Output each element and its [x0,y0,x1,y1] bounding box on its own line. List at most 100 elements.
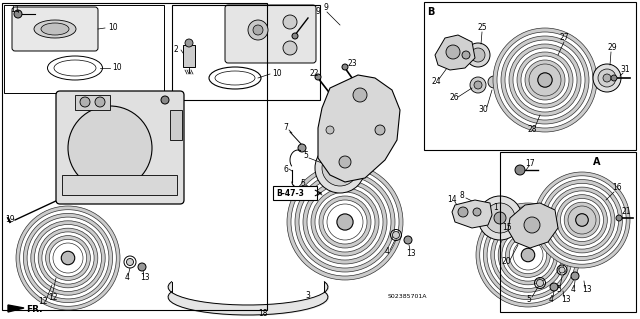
Circle shape [70,108,150,188]
Circle shape [31,221,105,295]
Polygon shape [8,305,24,312]
Circle shape [283,41,297,55]
Text: 10: 10 [272,70,282,78]
Circle shape [494,212,506,224]
Circle shape [493,28,597,132]
Circle shape [185,39,193,47]
Text: 13: 13 [406,249,415,257]
Circle shape [337,165,343,171]
Circle shape [161,96,169,104]
Circle shape [311,188,379,256]
FancyBboxPatch shape [225,5,316,63]
Circle shape [485,203,515,233]
FancyBboxPatch shape [273,186,317,200]
Ellipse shape [127,258,134,265]
Circle shape [509,44,581,116]
Circle shape [299,176,391,268]
Circle shape [491,218,565,292]
Text: 25: 25 [478,24,488,33]
Circle shape [473,208,481,216]
Circle shape [478,196,522,240]
Text: 13: 13 [561,295,571,305]
Circle shape [471,48,485,62]
FancyBboxPatch shape [12,7,98,51]
Text: 4: 4 [125,273,130,283]
Polygon shape [508,203,558,248]
Circle shape [404,236,412,244]
Circle shape [292,33,298,39]
Text: 31: 31 [620,65,630,75]
Bar [2,3,267,310]
Text: 28: 28 [528,125,538,135]
Text: 23: 23 [348,58,358,68]
Circle shape [337,214,353,230]
Text: A: A [593,157,600,167]
Bar [4,5,164,93]
Circle shape [561,198,604,241]
Circle shape [68,106,152,190]
Circle shape [553,191,611,249]
Text: S02385701A: S02385701A [388,293,428,299]
Circle shape [38,228,98,288]
Circle shape [303,180,387,264]
Text: 30: 30 [478,106,488,115]
Bar [183,45,195,67]
Text: 1: 1 [493,203,498,211]
Circle shape [315,192,375,252]
Circle shape [480,207,576,303]
Circle shape [295,172,395,272]
Text: 9: 9 [323,4,328,12]
Circle shape [564,202,600,238]
Text: 5: 5 [526,295,531,305]
Circle shape [73,111,147,185]
Circle shape [14,10,22,18]
Bar [424,2,636,150]
Circle shape [339,156,351,168]
Circle shape [521,248,535,262]
Text: 5: 5 [556,286,561,294]
Circle shape [593,64,621,92]
Circle shape [319,196,371,248]
Text: 11: 11 [10,5,19,14]
Circle shape [534,172,630,268]
Circle shape [104,142,116,154]
Text: 12: 12 [38,298,47,307]
Circle shape [49,239,86,277]
Text: 8: 8 [460,190,465,199]
Circle shape [538,73,552,87]
Circle shape [571,272,579,280]
Ellipse shape [34,20,76,38]
Text: 13: 13 [582,286,591,294]
Circle shape [375,125,385,135]
Circle shape [83,121,137,175]
Text: 12: 12 [48,293,58,302]
Text: 24: 24 [432,78,442,86]
Text: 27: 27 [560,33,570,42]
Text: B: B [427,7,435,17]
Polygon shape [435,35,475,70]
Ellipse shape [41,23,69,35]
Circle shape [248,20,268,40]
Text: 10: 10 [108,24,118,33]
Circle shape [95,97,105,107]
Circle shape [506,233,550,278]
Circle shape [80,118,140,178]
Circle shape [466,43,490,67]
Circle shape [550,283,558,291]
Circle shape [576,214,588,226]
Circle shape [291,168,399,276]
Circle shape [90,128,131,168]
Circle shape [446,45,460,59]
Text: 29: 29 [607,43,616,53]
Polygon shape [452,200,492,228]
Circle shape [502,229,554,281]
Circle shape [35,225,102,292]
Circle shape [20,210,116,306]
Circle shape [611,75,617,81]
Circle shape [549,187,615,253]
Ellipse shape [536,279,543,286]
Circle shape [253,25,263,35]
Circle shape [326,126,334,134]
Circle shape [505,40,585,120]
Circle shape [298,144,306,152]
